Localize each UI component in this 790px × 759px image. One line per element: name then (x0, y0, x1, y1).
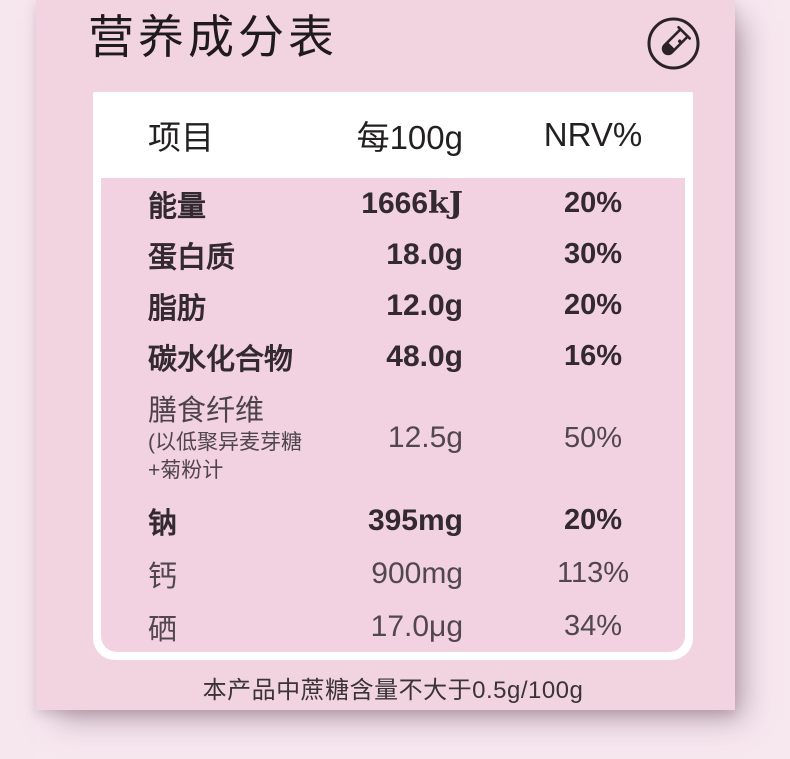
row-value: 48.0g (386, 339, 463, 373)
row-value: 18.0g (386, 237, 463, 271)
table-row-calcium: 钙 900mg 113% (101, 547, 685, 600)
row-label: 硒 (148, 613, 178, 646)
table-row-protein: 蛋白质 18.0g 30% (101, 229, 685, 280)
panel-title: 营养成分表 (88, 11, 338, 63)
table-row-sodium: 钠 395mg 20% (101, 494, 685, 547)
table-row-selenium: 硒 17.0μg 34% (101, 600, 685, 652)
value-unit: kJ (428, 186, 463, 221)
table-body: 能量 1666kJ 20% 蛋白质 18.0g 30% 脂肪 12.0g 20%… (101, 178, 685, 652)
row-label: 能量 (148, 190, 207, 223)
row-nrv: 50% (563, 421, 623, 454)
row-label: 脂肪 (148, 292, 207, 325)
nutrition-table: 项目 每100g NRV% 能量 1666kJ 20% 蛋白质 18.0g 30… (93, 92, 693, 660)
fiber-label-sub1: (以低聚异麦芽糖 (148, 431, 302, 455)
row-value: 12.5g (387, 421, 463, 454)
row-label: 碳水化合物 (148, 343, 294, 376)
sucrose-footnote: 本产品中蔗糖含量不大于0.5g/100g (202, 677, 584, 704)
row-label: 膳食纤维 (以低聚异麦芽糖 +菊粉计 (148, 391, 318, 485)
column-header-item: 项目 (148, 119, 214, 156)
table-row-fat: 脂肪 12.0g 20% (101, 280, 685, 331)
row-label: 钙 (148, 560, 178, 593)
row-value: 12.0g (386, 288, 463, 322)
test-tube-icon (645, 15, 702, 72)
table-row-energy: 能量 1666kJ 20% (101, 178, 685, 229)
row-nrv: 20% (563, 504, 623, 536)
row-label: 钠 (148, 507, 178, 540)
row-value: 1666kJ (318, 186, 463, 221)
table-row-carbohydrate: 碳水化合物 48.0g 16% (101, 331, 685, 382)
row-value: 900mg (371, 556, 463, 590)
row-value: 17.0μg (370, 609, 463, 643)
row-label: 蛋白质 (148, 241, 236, 274)
column-header-per100g: 每100g (356, 119, 463, 156)
table-row-dietary-fiber: 膳食纤维 (以低聚异麦芽糖 +菊粉计 12.5g 50% (101, 382, 685, 494)
column-header-nrv: NRV% (543, 116, 643, 153)
row-nrv: 20% (563, 289, 623, 321)
nutrition-panel: 营养成分表 项目 每100g NRV% 能量 (36, 0, 735, 710)
table-header-row: 项目 每100g NRV% (101, 92, 685, 178)
row-nrv: 16% (563, 340, 623, 372)
row-value: 395mg (367, 503, 463, 537)
fiber-label-main: 膳食纤维 (148, 395, 265, 428)
value-number: 1666 (361, 187, 429, 220)
row-nrv: 30% (563, 238, 623, 270)
row-nrv: 113% (556, 557, 630, 589)
fiber-label-sub2: +菊粉计 (148, 459, 224, 483)
row-nrv: 34% (563, 610, 623, 642)
row-nrv: 20% (563, 187, 623, 219)
